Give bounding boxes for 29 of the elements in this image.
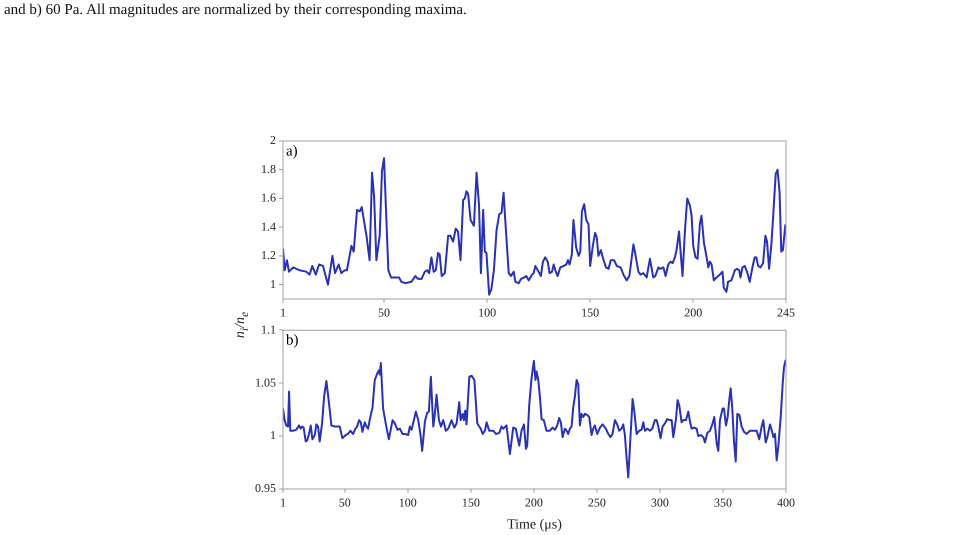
x-tick-label: 1 xyxy=(280,305,286,320)
y-tick-label: 0.95 xyxy=(255,481,276,496)
x-tick-label: 200 xyxy=(524,495,543,510)
y-tick-label: 1.1 xyxy=(261,322,276,336)
y-tick-label: 2 xyxy=(270,133,276,148)
x-tick-label: 100 xyxy=(398,495,417,510)
x-tick-label: 150 xyxy=(462,495,480,510)
x-tick-label: 100 xyxy=(478,305,496,320)
y-tick-label: 1 xyxy=(270,428,276,442)
annotation: a) xyxy=(286,143,298,160)
y-tick-label: 1.8 xyxy=(261,162,276,176)
x-tick-label: 245 xyxy=(777,305,795,320)
annotation: b) xyxy=(286,332,298,349)
y-tick-label: 1.05 xyxy=(255,375,276,390)
y-tick-label: 1.6 xyxy=(261,190,276,205)
x-tick-label: 200 xyxy=(684,305,702,320)
x-tick-label: 300 xyxy=(650,495,669,510)
x-tick-label: 150 xyxy=(581,305,600,320)
x-tick-label: 400 xyxy=(777,495,795,510)
chart-title: and b) 60 Pa. All magnitudes are normalized by their corresponding maxima. xyxy=(4,2,467,19)
x-tick-label: 1 xyxy=(280,495,286,510)
x-tick-label: 350 xyxy=(714,495,732,510)
y-tick-label: 1.4 xyxy=(261,219,276,234)
y-tick-label: 1.2 xyxy=(261,248,276,262)
x-tick-label: 250 xyxy=(588,495,606,510)
x-tick-label: 50 xyxy=(338,495,351,510)
x-tick-label: 50 xyxy=(378,305,390,320)
x-axis-title: Time (μs) xyxy=(507,517,562,532)
y-tick-label: 1 xyxy=(270,276,276,291)
